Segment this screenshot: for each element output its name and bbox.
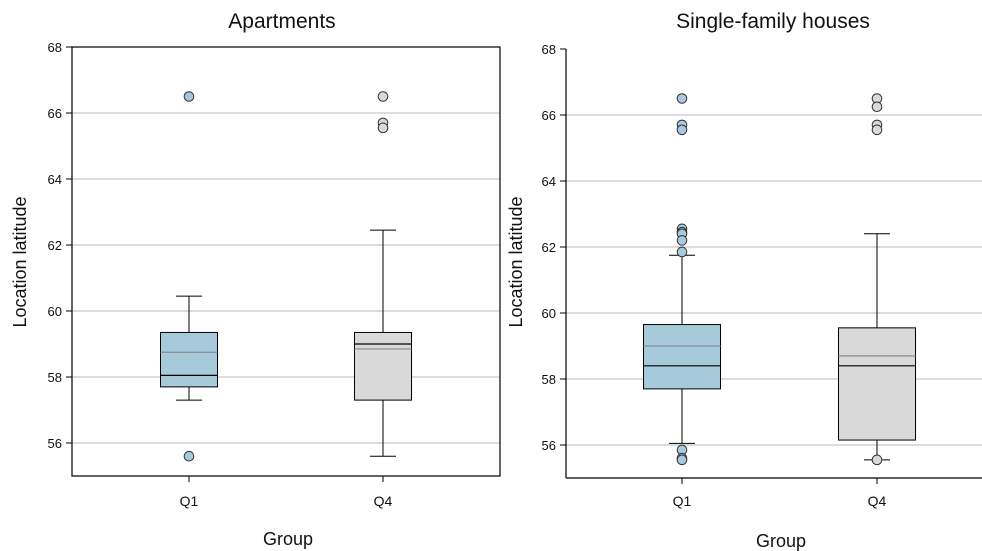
box-q1 — [160, 91, 218, 462]
y-tick-label: 66 — [48, 106, 62, 121]
y-tick-label: 56 — [48, 436, 62, 451]
outlier-point — [183, 91, 195, 102]
category-label-q1: Q1 — [673, 493, 692, 509]
y-tick-label: 60 — [542, 306, 556, 321]
y-tick-label: 58 — [48, 370, 62, 385]
box-q4 — [354, 91, 412, 457]
category-label-q4: Q4 — [374, 493, 393, 509]
x-axis-label: Group — [756, 531, 806, 551]
y-tick-label: 64 — [542, 174, 556, 189]
category-label-q4: Q4 — [868, 493, 887, 509]
chart-title: Single-family houses — [676, 10, 870, 33]
y-axis-label: Location latitude — [506, 196, 526, 327]
iqr-box — [838, 327, 916, 441]
outlier-point — [871, 454, 883, 466]
outlier-point — [871, 101, 883, 113]
y-tick-label: 58 — [542, 372, 556, 387]
iqr-box — [643, 324, 721, 390]
outlier-point — [183, 450, 195, 462]
outlier-point — [676, 246, 688, 258]
chart-panel-single-family-houses: Single-family houses Location latitude G… — [506, 10, 982, 551]
y-tick-label: 68 — [542, 42, 556, 57]
plot-frame — [71, 46, 501, 477]
iqr-box — [160, 331, 218, 388]
category-label-q1: Q1 — [180, 493, 199, 509]
plot-area: 56 58 60 62 64 66 68 — [542, 42, 982, 484]
outlier-point — [377, 122, 389, 134]
x-axis-label: Group — [263, 529, 313, 549]
outlier-point — [676, 124, 688, 136]
y-tick-label: 56 — [542, 438, 556, 453]
chart-title: Apartments — [228, 10, 335, 33]
plot-area: 56 58 60 62 64 66 68 — [48, 40, 501, 482]
box-q1 — [643, 93, 721, 466]
box-q4 — [838, 93, 916, 466]
chart-panel-apartments: Apartments Location latitude Group Q1 Q4… — [10, 10, 501, 549]
y-tick-label: 66 — [542, 108, 556, 123]
outlier-point — [676, 93, 688, 104]
iqr-box — [354, 331, 412, 401]
outlier-point — [676, 454, 688, 466]
y-tick-label: 68 — [48, 40, 62, 55]
outlier-point — [871, 124, 883, 136]
outlier-point — [676, 235, 688, 246]
y-tick-label: 62 — [48, 238, 62, 253]
y-axis-label: Location latitude — [10, 196, 30, 327]
y-tick-label: 60 — [48, 304, 62, 319]
y-tick-label: 62 — [542, 240, 556, 255]
outlier-point — [377, 91, 389, 102]
y-tick-label: 64 — [48, 172, 62, 187]
